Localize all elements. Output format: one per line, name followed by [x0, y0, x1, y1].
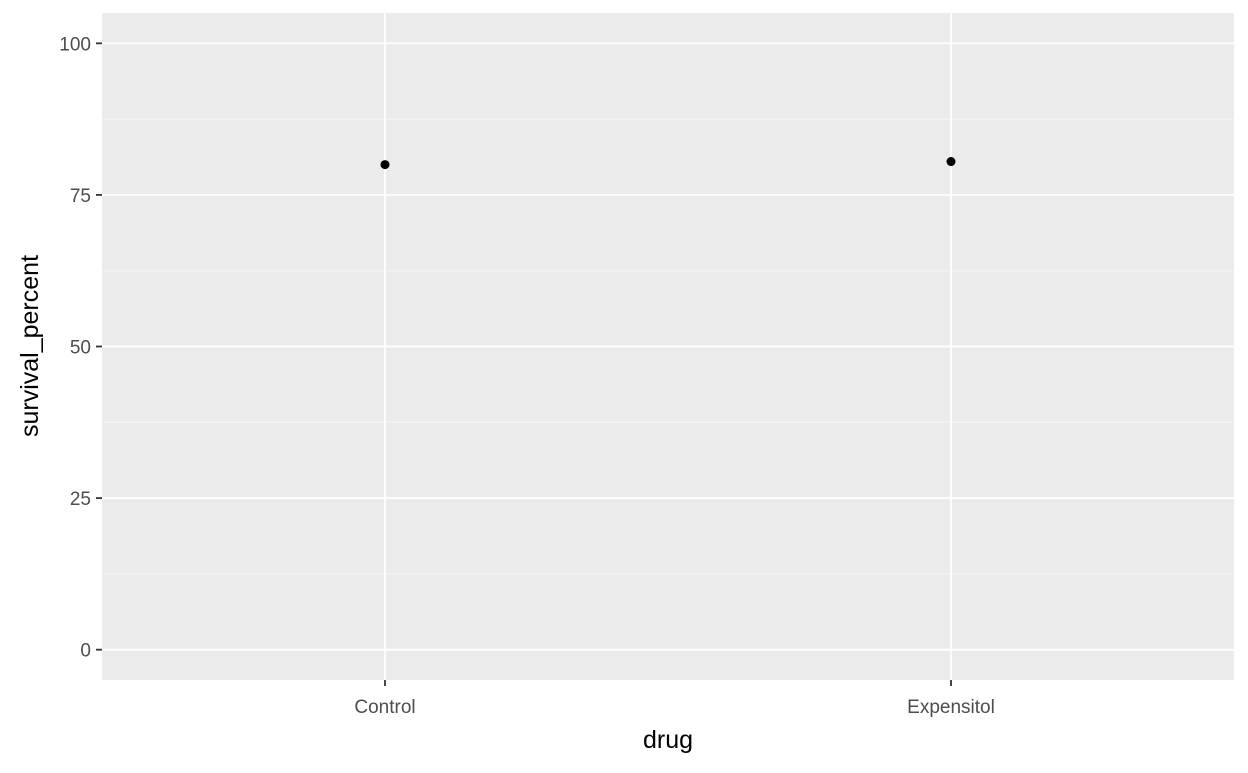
x-tick-label: Control: [354, 697, 415, 718]
y-tick-label: 25: [70, 489, 91, 510]
y-tick-label: 75: [70, 186, 91, 207]
data-points: [380, 157, 956, 170]
data-point-expensitol: [946, 157, 956, 167]
x-axis-title: drug: [643, 726, 693, 754]
y-axis-title: survival_percent: [16, 255, 44, 437]
y-axis: 0 25 50 75 100: [59, 34, 102, 662]
x-tick-label: Expensitol: [907, 697, 995, 718]
x-axis: Control Expensitol: [354, 680, 995, 718]
major-gridlines: [102, 13, 1234, 680]
data-point-control: [380, 160, 390, 170]
y-tick-label: 0: [80, 641, 91, 662]
y-tick-label: 50: [70, 338, 91, 359]
y-tick-label: 100: [59, 34, 91, 55]
minor-gridlines: [102, 118, 1234, 575]
